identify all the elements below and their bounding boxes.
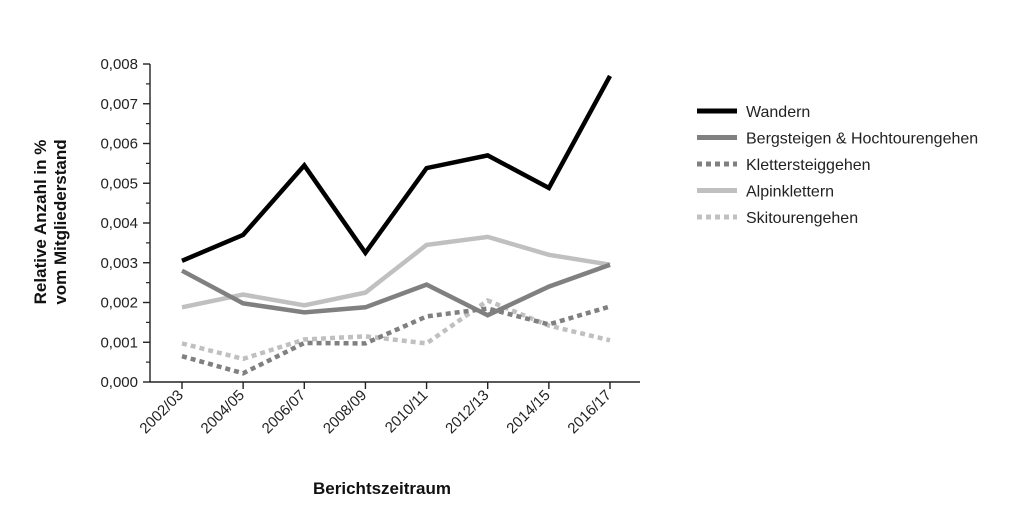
x-tick-label: 2010/11	[382, 387, 432, 437]
y-tick-label: 0,004	[100, 215, 138, 232]
series-line-klettersteiggehen	[181, 304, 611, 376]
y-tick-label: 0,008	[100, 56, 138, 73]
y-tick-label: 0,003	[100, 255, 138, 272]
legend: Wandern Bergsteigen & Hochtourengehen Klet…	[697, 104, 978, 227]
x-axis: 2002/03 2004/05 2006/07 2008/09 2010/11 2012/…	[136, 381, 640, 437]
y-axis-title-line-2: vom Mitgliederstand	[51, 139, 70, 304]
y-axis-title: Relative Anzahl in % vom Mitgliederstand	[31, 139, 70, 304]
x-tick-label: 2004/05	[198, 387, 248, 437]
x-tick-label: 2002/03	[136, 387, 186, 437]
y-tick-label: 0,006	[100, 136, 138, 153]
x-tick-label: 2012/13	[442, 387, 492, 437]
legend-label: Skitourengehen	[746, 210, 858, 227]
x-axis-title: Berichtszeitraum	[313, 479, 451, 498]
legend-label: Alpinklettern	[746, 184, 834, 201]
series-line-alpinklettern	[181, 234, 611, 310]
y-axis: 0,000 0,001 0,002 0,003 0,004 0,005 0,006 0,007…	[100, 56, 151, 391]
y-tick-label: 0,000	[100, 374, 138, 391]
x-tick-label: 2016/17	[564, 387, 614, 437]
x-tick-label: 2006/07	[259, 387, 309, 437]
legend-label: Klettersteiggehen	[746, 157, 871, 174]
y-tick-label: 0,002	[100, 295, 138, 312]
series-line-bergsteigen-hochtourengehen	[180, 262, 611, 318]
legend-label: Wandern	[746, 104, 810, 121]
series-layer	[180, 74, 612, 376]
legend-label: Bergsteigen & Hochtourengehen	[746, 131, 978, 148]
y-tick-label: 0,005	[100, 175, 138, 192]
y-tick-label: 0,007	[100, 96, 138, 113]
y-axis-title-line-1: Relative Anzahl in %	[31, 140, 50, 305]
y-tick-label: 0,001	[100, 334, 138, 351]
x-tick-label: 2014/15	[503, 387, 553, 437]
series-line-wandern	[181, 74, 612, 263]
x-tick-label: 2008/09	[320, 387, 370, 437]
